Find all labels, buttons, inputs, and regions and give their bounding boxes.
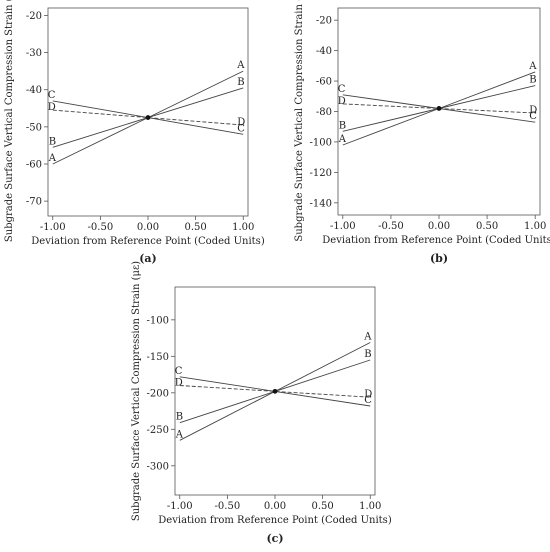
y-axis-label: Subgrade Surface Vertical Compression St… <box>131 261 142 521</box>
y-tick-label: -100 <box>310 137 332 148</box>
series-label-right-c: C <box>364 395 372 406</box>
y-tick-label: -60 <box>26 160 42 171</box>
y-tick-label: -200 <box>147 388 169 399</box>
y-tick-label: -80 <box>316 107 332 118</box>
y-tick-label: -250 <box>147 425 169 436</box>
x-tick-label: 0.50 <box>311 501 333 512</box>
panel-c: -100 -150 -200 -250 -300 -1.00 -0.50 0.00 0.50 1.… <box>131 261 392 545</box>
series-label-left-d: D <box>175 378 183 389</box>
y-tick-label: -20 <box>316 16 332 27</box>
x-tick-label: -1.00 <box>40 222 66 233</box>
y-tick-label: -20 <box>26 11 42 22</box>
x-axis-label: Deviation from Reference Point (Coded Un… <box>31 236 265 247</box>
y-tick-label: -50 <box>26 122 42 133</box>
panel-label: (c) <box>266 532 283 545</box>
series-label-left-c: C <box>338 84 346 95</box>
series-label-left-d: D <box>338 96 346 107</box>
y-tick-label: -140 <box>310 198 332 209</box>
y-axis-label: Subgrade Surface Vertical Compression St… <box>4 0 15 242</box>
y-axis-label: Subgrade Surface Vertical Compression St… <box>294 0 305 242</box>
x-axis-label: Deviation from Reference Point (Coded Un… <box>158 515 392 526</box>
y-tick-label: -120 <box>310 168 332 179</box>
y-tick-label: -300 <box>147 461 169 472</box>
x-tick-label: 0.50 <box>476 221 498 232</box>
panel-b: -20 -40 -60 -80 -100 -120 -140 -1.00 -0.50 0.00 0.… <box>294 0 550 265</box>
x-tick-label: 0.00 <box>264 501 286 512</box>
x-tick-label: -0.50 <box>215 501 241 512</box>
series-label-right-d: D <box>237 117 245 128</box>
y-tick-label: -40 <box>26 85 42 96</box>
x-tick-label: 0.00 <box>137 222 159 233</box>
series-label-right-b: B <box>364 349 371 360</box>
panel-label: (b) <box>430 252 448 265</box>
y-tick-label: -70 <box>26 197 42 208</box>
series-label-right-b: B <box>529 75 536 86</box>
panel-label: (a) <box>139 252 157 265</box>
series-line-d <box>179 385 371 398</box>
center-point-marker <box>272 388 278 394</box>
x-axis-label: Deviation from Reference Point (Coded Un… <box>322 235 550 246</box>
series-label-right-d: D <box>364 389 372 400</box>
series-label-left-a: A <box>175 429 184 440</box>
center-point-marker <box>436 106 442 111</box>
series-label-right-a: A <box>236 60 245 71</box>
series-label-right-c: C <box>237 123 245 134</box>
x-tick-label: 0.50 <box>184 222 206 233</box>
y-tick-label: -30 <box>26 48 42 59</box>
y-tick-label: -100 <box>147 315 169 326</box>
x-tick-label: -1.00 <box>330 221 356 232</box>
series-label-right-a: A <box>363 331 372 342</box>
center-point-marker <box>145 115 151 120</box>
x-tick-label: -0.50 <box>88 222 114 233</box>
y-tick-label: -150 <box>147 352 169 363</box>
series-label-left-d: D <box>48 102 56 113</box>
series-line-d <box>52 109 244 126</box>
series-label-right-d: D <box>529 105 537 116</box>
x-tick-label: 1.00 <box>359 501 381 512</box>
series-label-right-b: B <box>237 77 244 88</box>
plot-frame <box>337 7 541 216</box>
series-label-right-a: A <box>528 61 537 72</box>
y-tick-label: -40 <box>316 46 332 57</box>
x-tick-label: -1.00 <box>167 501 193 512</box>
panel-a: -20 -30 -40 -50 -60 -70 -1.00 -0.50 0.00 0.50 1.00… <box>4 0 265 265</box>
series-label-left-a: A <box>48 153 57 164</box>
series-label-left-b: B <box>339 120 346 131</box>
x-tick-label: 0.00 <box>428 221 450 232</box>
series-label-left-a: A <box>338 134 347 145</box>
series-label-left-b: B <box>176 412 183 423</box>
x-tick-label: -0.50 <box>378 221 404 232</box>
series-label-right-c: C <box>529 111 537 122</box>
x-tick-label: 1.00 <box>232 222 254 233</box>
series-label-left-b: B <box>49 136 56 147</box>
x-tick-label: 1.00 <box>524 221 546 232</box>
series-label-left-c: C <box>175 366 183 377</box>
y-tick-label: -60 <box>316 77 332 88</box>
series-label-left-c: C <box>48 90 56 101</box>
